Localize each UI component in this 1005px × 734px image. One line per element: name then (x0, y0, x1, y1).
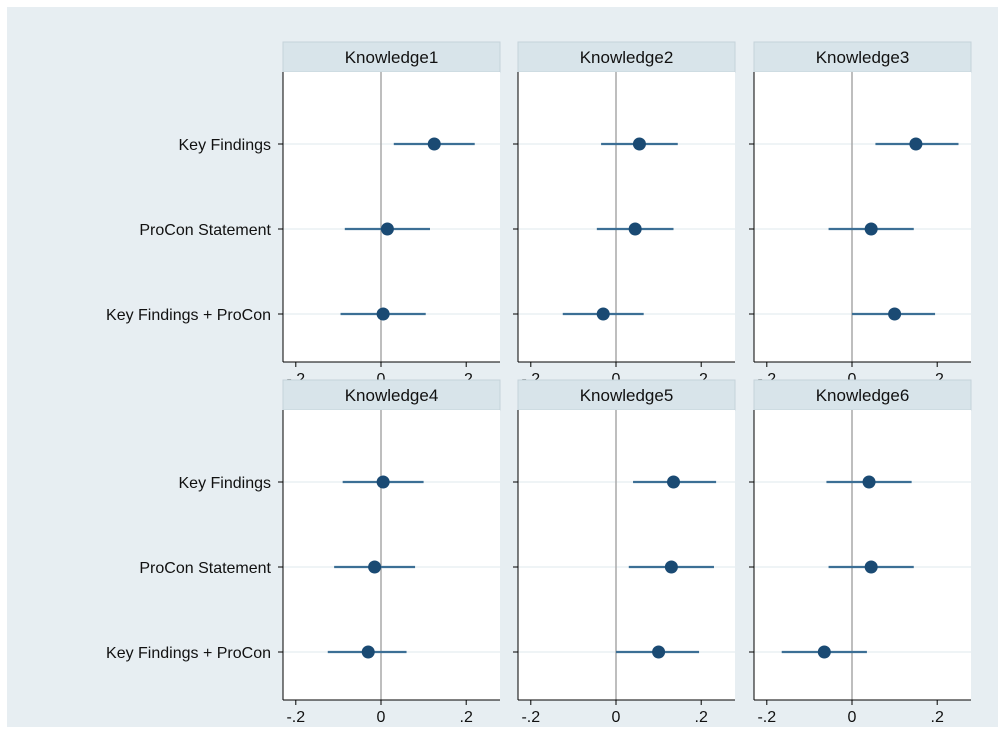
x-tick-label: -.2 (757, 709, 776, 726)
panel-strip (517, 379, 736, 411)
plot-area (283, 72, 500, 362)
x-tick-label: 0 (377, 709, 386, 726)
point-estimate-marker (380, 222, 394, 236)
x-tick-label: .2 (460, 709, 473, 726)
plot-area (518, 72, 735, 362)
panel-title: Knowledge5 (580, 386, 674, 405)
plot-area (518, 410, 735, 700)
category-label: Key Findings + ProCon (106, 645, 271, 662)
x-tick-label: .2 (695, 709, 708, 726)
plot-area (283, 410, 500, 700)
plot-area (754, 72, 971, 362)
point-estimate-marker (652, 645, 666, 659)
x-tick-label: -.2 (286, 709, 305, 726)
point-estimate-marker (632, 137, 646, 151)
panel-knowledge4: Knowledge4 -.2 0 .2 Key Findings ProCon State… (106, 379, 501, 726)
point-estimate-marker (596, 307, 610, 321)
x-tick-label: 0 (848, 709, 857, 726)
panel-knowledge3: Knowledge3-.20.2 (749, 41, 972, 388)
panel-title: Knowledge4 (345, 386, 439, 405)
point-estimate-marker (664, 560, 678, 574)
panel-strip (282, 41, 501, 73)
x-tick-label: .2 (931, 709, 944, 726)
category-label: Key Findings (179, 137, 272, 154)
point-estimate-marker (376, 307, 390, 321)
point-estimate-marker (368, 560, 382, 574)
category-label: ProCon Statement (139, 560, 271, 577)
panel-knowledge5: Knowledge5 -.2 0 .2 (513, 379, 736, 726)
x-tick-label: 0 (612, 709, 621, 726)
panel-strip (753, 41, 972, 73)
plot-area (754, 410, 971, 700)
panel-knowledge6: Knowledge6 -.2 0 .2 (749, 379, 972, 726)
panel-title: Knowledge6 (816, 386, 910, 405)
point-estimate-marker (817, 645, 831, 659)
point-estimate-marker (667, 475, 681, 489)
point-estimate-marker (427, 137, 441, 151)
panel-strip (282, 379, 501, 411)
point-estimate-marker (909, 137, 923, 151)
x-tick-label: -.2 (521, 709, 540, 726)
category-label: Key Findings (179, 475, 272, 492)
panel-title: Knowledge3 (816, 48, 910, 67)
panel-title: Knowledge2 (580, 48, 674, 67)
point-estimate-marker (864, 222, 878, 236)
panel-title: Knowledge1 (345, 48, 439, 67)
point-estimate-marker (864, 560, 878, 574)
point-estimate-marker (862, 475, 876, 489)
point-estimate-marker (376, 475, 390, 489)
point-estimate-marker (888, 307, 902, 321)
point-estimate-marker (361, 645, 375, 659)
category-label: Key Findings + ProCon (106, 307, 271, 324)
point-estimate-marker (628, 222, 642, 236)
panel-knowledge2: Knowledge2-.20.2 (513, 41, 736, 388)
category-label: ProCon Statement (139, 222, 271, 239)
